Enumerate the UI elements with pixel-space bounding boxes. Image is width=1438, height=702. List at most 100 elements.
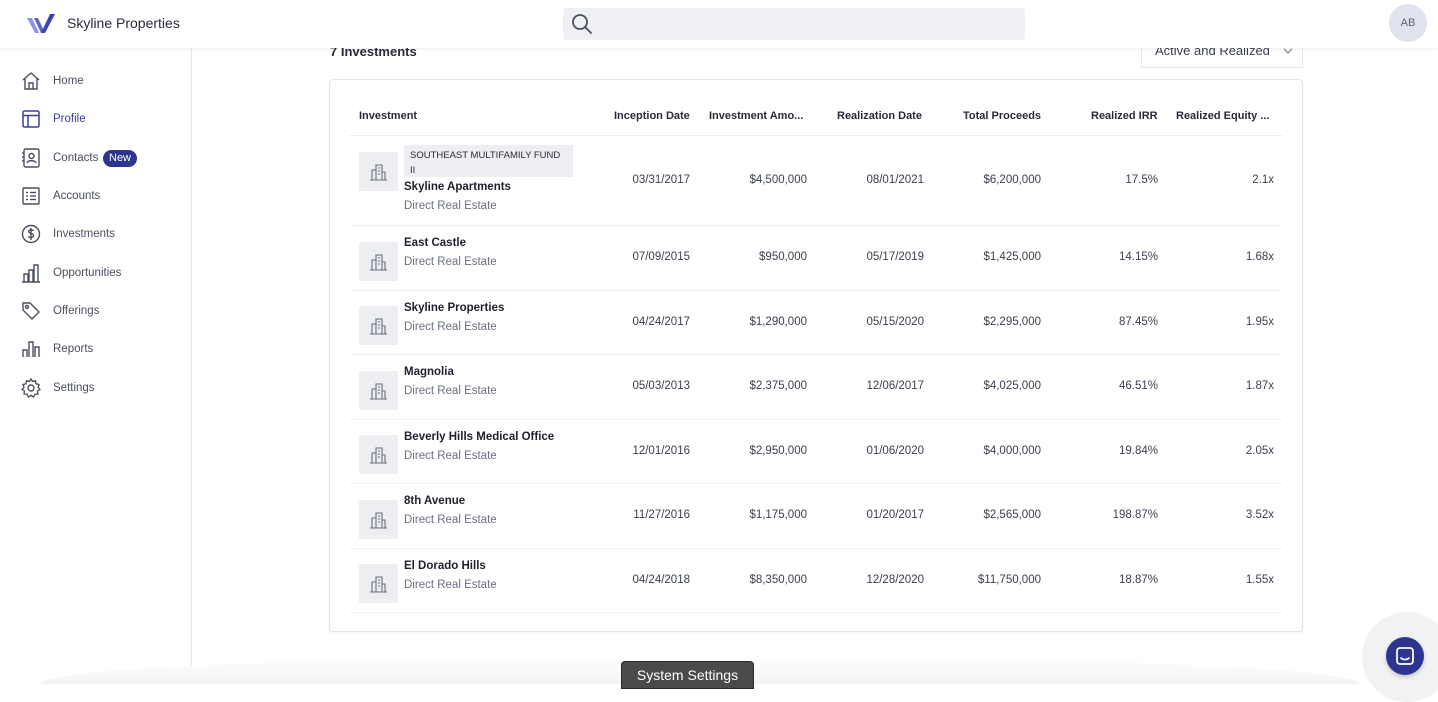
column-header-realization-date[interactable]: Realization Date	[837, 110, 922, 122]
realized-irr: 198.87%	[1112, 509, 1158, 521]
search-input[interactable]	[601, 8, 1021, 40]
realization-date: 05/15/2020	[866, 316, 924, 328]
top-header: Skyline Properties AB	[0, 0, 1438, 48]
table-row[interactable]: East Castle Direct Real Estate 07/09/201…	[350, 226, 1282, 291]
sidebar-item-accounts[interactable]: Accounts	[0, 179, 191, 213]
table-row[interactable]: Skyline Properties Direct Real Estate 04…	[350, 291, 1282, 355]
total-proceeds: $1,425,000	[983, 251, 1041, 263]
sidebar-item-opportunities[interactable]: Opportunities	[0, 256, 191, 290]
realized-irr: 19.84%	[1118, 445, 1158, 457]
realized-equity-multiple: 2.05x	[1245, 445, 1274, 457]
sidebar-item-label: Offerings	[53, 305, 100, 317]
investment-name[interactable]: 8th Avenue	[404, 495, 466, 507]
contacts-icon	[22, 148, 40, 168]
investment-name[interactable]: Beverly Hills Medical Office	[404, 431, 555, 443]
sidebar-item-reports[interactable]: Reports	[0, 332, 191, 366]
realization-date: 08/01/2021	[866, 174, 924, 186]
investment-amount: $8,350,000	[749, 574, 807, 586]
investment-amount: $2,375,000	[749, 380, 807, 392]
inception-date: 03/31/2017	[632, 174, 690, 186]
property-thumbnail	[359, 564, 398, 603]
home-icon	[22, 72, 40, 90]
building-icon	[370, 576, 387, 593]
inception-date: 12/01/2016	[632, 445, 690, 457]
sidebar-item-label: Accounts	[53, 190, 101, 202]
realized-irr: 18.87%	[1118, 574, 1158, 586]
chat-icon	[1396, 647, 1414, 665]
new-badge: New	[103, 149, 138, 167]
property-thumbnail	[359, 242, 398, 281]
app-title: Skyline Properties	[67, 15, 180, 31]
sidebar-item-label: Home	[53, 75, 84, 87]
sidebar-item-label: Opportunities	[53, 267, 122, 279]
building-icon	[370, 254, 387, 271]
column-header-inception-date[interactable]: Inception Date	[614, 110, 690, 122]
realized-equity-multiple: 3.52x	[1245, 509, 1274, 521]
investment-type: Direct Real Estate	[404, 321, 497, 333]
sidebar-item-label: Contacts	[53, 152, 99, 164]
property-thumbnail	[359, 306, 398, 345]
realization-date: 01/06/2020	[866, 445, 924, 457]
investment-amount: $2,950,000	[749, 445, 807, 457]
investment-type: Direct Real Estate	[404, 579, 497, 591]
profile-icon	[22, 110, 40, 128]
sidebar-item-contacts[interactable]: Contacts New	[0, 141, 191, 175]
investment-name[interactable]: East Castle	[404, 237, 467, 249]
column-header-investment-amount[interactable]: Investment Amo...	[709, 110, 804, 122]
realized-irr: 14.15%	[1118, 251, 1158, 263]
table-row[interactable]: Magnolia Direct Real Estate 05/03/2013 $…	[350, 355, 1282, 420]
investment-type: Direct Real Estate	[404, 450, 497, 462]
total-proceeds: $4,025,000	[983, 380, 1041, 392]
chevron-down-icon	[1283, 48, 1293, 54]
table-row[interactable]: 8th Avenue Direct Real Estate 11/27/2016…	[350, 484, 1282, 549]
column-header-realized-equity-multiple[interactable]: Realized Equity ...	[1176, 110, 1270, 122]
search-box[interactable]	[563, 8, 1025, 40]
fund-tag: SOUTHEAST MULTIFAMILY FUND II	[404, 145, 573, 177]
column-header-realized-irr[interactable]: Realized IRR	[1091, 110, 1158, 122]
sidebar-item-settings[interactable]: Settings	[0, 371, 191, 405]
building-icon	[370, 318, 387, 335]
investments-table: Investment Inception Date Investment Amo…	[329, 79, 1303, 632]
total-proceeds: $6,200,000	[983, 174, 1041, 186]
dollar-icon	[21, 224, 41, 244]
user-avatar[interactable]: AB	[1389, 4, 1427, 42]
realization-date: 12/28/2020	[866, 574, 924, 586]
investment-type: Direct Real Estate	[404, 385, 497, 397]
sidebar-item-profile[interactable]: Profile	[0, 102, 191, 136]
inception-date: 04/24/2017	[632, 316, 690, 328]
sidebar-item-offerings[interactable]: Offerings	[0, 294, 191, 328]
investment-name[interactable]: El Dorado Hills	[404, 560, 486, 572]
sidebar-item-label: Investments	[53, 228, 115, 240]
table-row[interactable]: Beverly Hills Medical Office Direct Real…	[350, 420, 1282, 484]
realized-irr: 46.51%	[1118, 380, 1158, 392]
sidebar-item-investments[interactable]: Investments	[0, 217, 191, 251]
logo-icon[interactable]	[26, 13, 56, 35]
total-proceeds: $4,000,000	[983, 445, 1041, 457]
system-settings-tab[interactable]: System Settings	[621, 661, 754, 689]
realization-date: 05/17/2019	[866, 251, 924, 263]
building-icon	[370, 447, 387, 464]
investment-amount: $4,500,000	[749, 174, 807, 186]
column-header-total-proceeds[interactable]: Total Proceeds	[963, 110, 1042, 122]
investment-name[interactable]: Skyline Properties	[404, 302, 505, 314]
table-row[interactable]: SOUTHEAST MULTIFAMILY FUND II Skyline Ap…	[350, 136, 1282, 226]
building-icon	[370, 164, 387, 181]
inception-date: 05/03/2013	[632, 380, 690, 392]
realized-irr: 87.45%	[1118, 316, 1158, 328]
investment-amount: $1,175,000	[749, 509, 807, 521]
column-header-investment[interactable]: Investment	[359, 110, 418, 122]
investment-name[interactable]: Skyline Apartments	[404, 181, 511, 193]
chat-launcher-button[interactable]	[1386, 637, 1424, 675]
gear-icon	[20, 377, 42, 398]
inception-date: 04/24/2018	[632, 574, 690, 586]
total-proceeds: $11,750,000	[977, 574, 1041, 586]
building-icon	[370, 512, 387, 529]
sidebar-item-label: Settings	[53, 382, 95, 394]
inception-date: 07/09/2015	[632, 251, 690, 263]
header-divider	[350, 135, 1282, 136]
investment-amount: $1,290,000	[749, 316, 807, 328]
investment-name[interactable]: Magnolia	[404, 366, 454, 378]
table-row[interactable]: El Dorado Hills Direct Real Estate 04/24…	[350, 549, 1282, 613]
realized-equity-multiple: 1.55x	[1245, 574, 1274, 586]
sidebar-item-home[interactable]: Home	[0, 64, 191, 98]
